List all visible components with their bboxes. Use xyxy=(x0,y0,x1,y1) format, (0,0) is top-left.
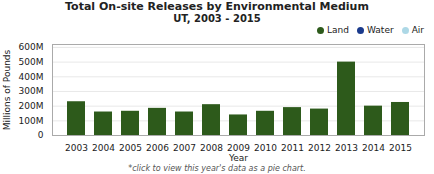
svg-text:2014: 2014 xyxy=(362,143,385,153)
svg-text:2009: 2009 xyxy=(227,143,250,153)
svg-text:200M: 200M xyxy=(19,101,44,111)
html-text:Water: Water xyxy=(367,25,394,35)
svg-text:500M: 500M xyxy=(19,57,44,67)
html-text:UT, 2003 - 2015: UT, 2003 - 2015 xyxy=(173,13,261,24)
html-text:*click to view this year's dat: *click to view this year's data as a pie… xyxy=(128,164,306,173)
html-text:Total On-site Releases by Envi: Total On-site Releases by Environmental … xyxy=(65,0,369,13)
svg-text:300M: 300M xyxy=(19,86,44,96)
svg-text:2013: 2013 xyxy=(335,143,358,153)
svg-text:400M: 400M xyxy=(19,72,44,82)
svg-text:2003: 2003 xyxy=(65,143,88,153)
svg-text:2004: 2004 xyxy=(92,143,115,153)
html-text:Air: Air xyxy=(411,25,424,35)
svg-text:2015: 2015 xyxy=(389,143,412,153)
svg-text:600M: 600M xyxy=(19,42,44,52)
svg-text:Year: Year xyxy=(228,153,248,163)
svg-text:100M: 100M xyxy=(19,116,44,126)
svg-text:2008: 2008 xyxy=(200,143,223,153)
svg-text:2007: 2007 xyxy=(173,143,196,153)
svg-text:0: 0 xyxy=(38,130,44,140)
svg-text:2010: 2010 xyxy=(254,143,277,153)
svg-text:2012: 2012 xyxy=(308,143,331,153)
svg-text:2006: 2006 xyxy=(146,143,169,153)
svg-text:Millions of Pounds: Millions of Pounds xyxy=(2,49,12,130)
html-text:Land: Land xyxy=(327,25,349,35)
svg-text:2005: 2005 xyxy=(119,143,142,153)
svg-text:2011: 2011 xyxy=(281,143,304,153)
